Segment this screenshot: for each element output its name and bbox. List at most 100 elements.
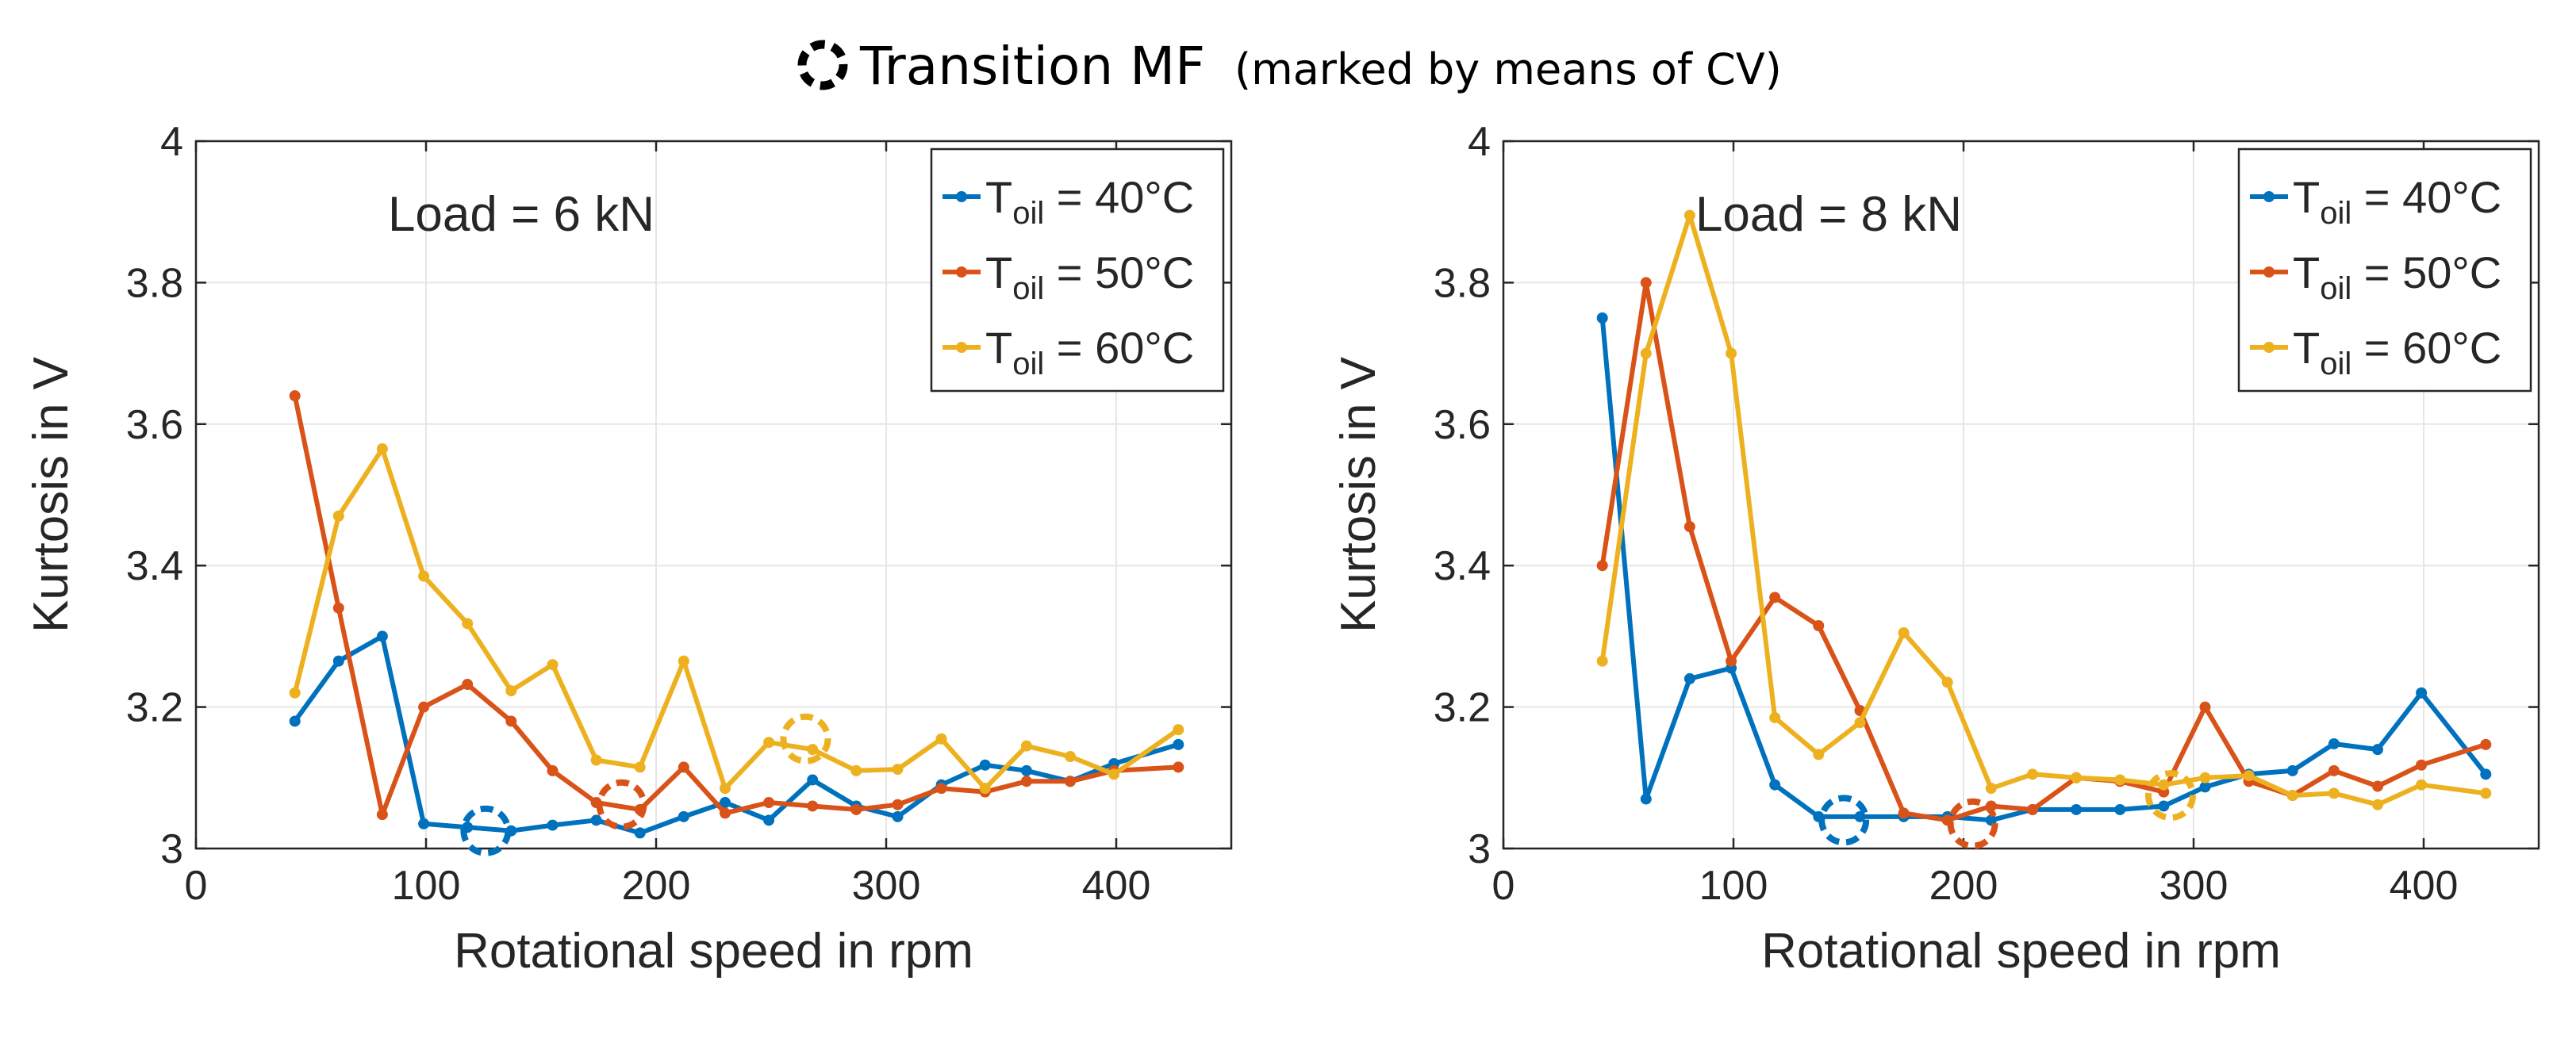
y-tick-label: 3.6 <box>1434 402 1491 448</box>
data-point <box>289 715 301 727</box>
figure-title-text: Transition MF (marked by means of CV) <box>859 36 1782 97</box>
data-point <box>763 737 775 749</box>
title-main: Transition MF <box>859 36 1205 97</box>
y-tick-label: 3.2 <box>126 685 183 731</box>
data-point <box>2328 787 2340 799</box>
legend-label-rest: = 50°C <box>2351 247 2501 297</box>
data-point <box>2158 800 2170 812</box>
legend-label-rest: = 50°C <box>1044 247 1194 297</box>
legend-item-0: Toil = 40°C <box>942 172 1194 231</box>
legend-swatch-marker <box>956 266 967 278</box>
data-point <box>1769 711 1781 723</box>
x-axis-label: Rotational speed in rpm <box>1761 924 2281 979</box>
legend-label-base: T <box>985 172 1012 222</box>
legend-label-rest: = 40°C <box>2351 172 2501 222</box>
data-point <box>1898 626 1910 638</box>
data-point <box>332 510 344 522</box>
data-point <box>2416 779 2428 791</box>
data-point <box>1985 814 1997 826</box>
y-tick-label: 3.4 <box>126 543 183 589</box>
data-point <box>678 810 689 822</box>
data-point <box>505 715 517 727</box>
x-tick-label: 300 <box>852 863 921 909</box>
data-point <box>376 443 388 455</box>
transition-marker <box>2145 770 2196 822</box>
load-annotation: Load = 8 kN <box>1695 187 1962 242</box>
data-point <box>892 764 904 776</box>
legend-label-base: T <box>2293 247 2320 297</box>
data-point <box>1726 347 1737 359</box>
legend-swatch-marker <box>956 342 967 353</box>
data-point <box>935 733 947 745</box>
data-point <box>2480 787 2492 799</box>
title-note: (marked by means of CV) <box>1234 44 1782 94</box>
transition-marker <box>1818 795 1870 846</box>
legend-label-rest: = 60°C <box>1044 323 1194 373</box>
x-tick-label: 300 <box>2159 863 2229 909</box>
data-point <box>2286 790 2298 802</box>
y-tick-label: 3 <box>1468 826 1491 872</box>
data-point <box>1683 672 1695 684</box>
data-point <box>2027 768 2038 780</box>
data-point <box>2480 738 2492 750</box>
x-axis-label: Rotational speed in rpm <box>454 924 973 979</box>
y-tick-label: 3 <box>160 826 183 872</box>
data-point <box>418 570 430 582</box>
legend-label: Toil = 60°C <box>2293 323 2501 381</box>
transition-marker <box>460 805 512 856</box>
legend-label-sub: oil <box>1012 347 1044 381</box>
data-point <box>1020 776 1032 787</box>
x-tick-label: 200 <box>1929 863 1998 909</box>
data-point <box>376 809 388 821</box>
legend-label-sub: oil <box>2320 271 2351 306</box>
data-point <box>547 764 559 776</box>
data-point <box>1854 717 1866 729</box>
legend-label: Toil = 60°C <box>985 323 1194 381</box>
legend-label-rest: = 60°C <box>2351 323 2501 373</box>
y-tick-label: 4 <box>160 119 183 165</box>
data-point <box>547 819 559 831</box>
data-point <box>1640 793 1652 805</box>
legend: Toil = 40°C Toil = 50°C Toil = 60°C <box>2237 147 2532 393</box>
data-point <box>678 761 689 773</box>
data-point <box>807 774 819 786</box>
data-point <box>2114 774 2126 786</box>
data-point <box>634 827 646 839</box>
x-tick-label: 400 <box>1082 863 1151 909</box>
x-tick-label: 200 <box>622 863 691 909</box>
data-point <box>850 764 862 776</box>
data-point <box>1985 783 1997 795</box>
data-point <box>289 390 301 402</box>
legend-label-sub: oil <box>1012 196 1044 231</box>
data-point <box>376 630 388 642</box>
data-point <box>1173 724 1184 736</box>
series-2 <box>289 443 1184 795</box>
legend-label-rest: = 40°C <box>1044 172 1194 222</box>
x-tick-label: 100 <box>1699 863 1768 909</box>
data-point <box>1596 655 1608 667</box>
data-point <box>935 783 947 795</box>
data-point <box>332 655 344 667</box>
chart-panel-load-8kn: 0 100 200 300 400 3 3.2 3.4 3.6 3.8 4 Rotational sp… <box>1331 119 2540 979</box>
transition-marker <box>596 779 647 830</box>
data-point <box>720 783 731 795</box>
y-axis-label: Kurtosis in V <box>24 356 79 633</box>
data-point <box>505 685 517 697</box>
data-point <box>2158 779 2170 791</box>
data-point <box>1854 810 1866 822</box>
data-point <box>763 814 775 826</box>
legend-label-base: T <box>2293 323 2320 373</box>
chart-panel-load-6kn: 0 100 200 300 400 3 3.2 3.4 3.6 3.8 4 Rotational sp… <box>24 119 1233 979</box>
x-tick-label: 0 <box>185 863 208 909</box>
data-point <box>979 759 991 771</box>
legend-label-sub: oil <box>2320 347 2351 381</box>
y-tick-label: 4 <box>1468 119 1491 165</box>
series-1 <box>1596 277 2492 826</box>
data-point <box>2027 803 2038 815</box>
axes-box <box>194 140 1233 850</box>
data-point <box>1683 209 1695 221</box>
legend-swatch-marker <box>2263 191 2275 202</box>
legend-label-base: T <box>985 247 1012 297</box>
data-point <box>678 655 689 667</box>
